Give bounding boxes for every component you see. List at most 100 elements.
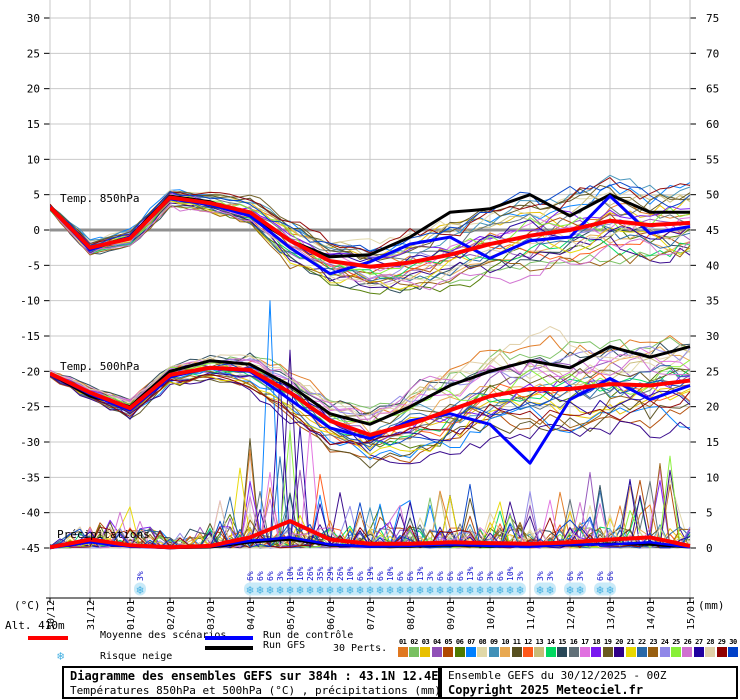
snowflake-icon: ❄	[406, 583, 413, 597]
pert-legend-cell: 21	[625, 638, 636, 657]
snowflake-icon: ❄	[476, 583, 483, 597]
snowflake-icon: ❄	[566, 583, 573, 597]
y-axis-label-left: -30	[20, 436, 40, 449]
pert-number: 18	[592, 638, 601, 646]
pert-number: 06	[455, 638, 464, 646]
pert-color-swatch	[648, 647, 659, 657]
pert-color-swatch	[728, 647, 739, 657]
y-axis-label-right: 10	[706, 471, 719, 484]
snow-percent-label: 29%	[326, 566, 335, 581]
pert-color-swatch	[466, 647, 477, 657]
snow-percent-label: 3%	[536, 571, 545, 581]
perturbation-legend: 01 02 03 04 05 06 07 08 09 10 11 12 13 14 15 16 17 18 19 20…	[397, 638, 739, 657]
pert-legend-cell: 29	[716, 638, 727, 657]
chart-canvas: ❄3%❄6%❄6%❄6%❄3%❄10%❄16%❄26%❄35%❄29%❄26%❄…	[5, 0, 725, 632]
pert-legend-cell: 09	[488, 638, 499, 657]
pert-color-swatch	[511, 647, 522, 657]
pert-color-swatch	[500, 647, 511, 657]
pert-color-swatch	[659, 647, 670, 657]
snow-band-halo	[244, 582, 526, 596]
gfs-legend-label: Run GFS	[263, 640, 306, 651]
pert-number: 17	[581, 638, 589, 646]
pert-color-swatch	[397, 647, 408, 657]
snowflake-icon: ❄	[326, 583, 333, 597]
snow-percent-label: 6%	[376, 571, 385, 581]
pert-legend-cell: 07	[465, 638, 477, 657]
snow-percent-label: 10%	[286, 566, 295, 581]
pert-legend-cell: 04	[431, 638, 442, 657]
pert-color-swatch	[568, 647, 579, 657]
mean-line-t850	[50, 195, 691, 269]
snow-percent-label: 10%	[506, 566, 515, 581]
pert-number: 12	[524, 638, 532, 646]
y-axis-label-left: -10	[20, 295, 40, 308]
date-label: 13/01	[606, 600, 617, 630]
pert-number: 28	[706, 638, 715, 646]
snowflake-icon: ❄	[516, 583, 523, 597]
snow-percent-label: 6%	[356, 571, 365, 581]
pert-legend-cell: 12	[522, 638, 533, 657]
snow-percent-label: 3%	[576, 571, 585, 581]
member-line-t500	[50, 372, 691, 444]
pert-color-swatch	[477, 647, 488, 657]
pert-legend-cell: 13	[534, 638, 545, 657]
snowflake-icon: ❄	[496, 583, 503, 597]
snow-percent-label: 13%	[416, 566, 425, 581]
snowflake-icon: ❄	[266, 583, 273, 597]
snow-percent-label: 3%	[546, 571, 555, 581]
snowflake-icon: ❄	[276, 583, 283, 597]
pert-color-swatch	[420, 647, 431, 657]
snowflake-icon: ❄	[356, 583, 363, 597]
y-axis-label-right: 15	[706, 436, 719, 449]
snow-risk-label: Risque neige	[100, 651, 173, 662]
pert-color-swatch	[614, 647, 625, 657]
pert-color-swatch	[716, 647, 727, 657]
pert-number: 08	[478, 638, 487, 646]
date-label: 31/12	[86, 600, 97, 630]
date-label: 02/01	[166, 600, 177, 630]
pert-number: 21	[626, 638, 635, 646]
ensemble-curves	[50, 174, 691, 550]
panel-label-t500: Temp. 500hPa	[60, 360, 139, 373]
date-label: 11/01	[526, 600, 537, 630]
snowflake-icon: ❄	[366, 583, 373, 597]
snowflake-icon: ❄	[536, 583, 543, 597]
snow-percent-label: 26%	[306, 566, 315, 581]
pert-legend-cell: 16	[568, 638, 579, 657]
snowflake-icon: ❄	[436, 583, 443, 597]
snowflake-icon: ❄	[486, 583, 493, 597]
y-axis-label-right: 30	[706, 330, 719, 343]
snow-percent-label: 3%	[426, 571, 435, 581]
pert-legend-cell: 05	[443, 638, 454, 657]
snow-percent-label: 3%	[516, 571, 525, 581]
pert-legend-cell: 18	[591, 638, 602, 657]
snow-percent-label: 6%	[266, 571, 275, 581]
y-axis-label-left: 10	[27, 153, 40, 166]
diagram-subtitle: Températures 850hPa et 500hPa (°C) , pré…	[70, 684, 441, 697]
pert-legend-cell: 02	[408, 638, 420, 657]
snowflake-icon: ❄	[316, 583, 323, 597]
snow-percent-label: 16%	[296, 566, 305, 581]
snow-percent-label: 6%	[606, 571, 615, 581]
snowflake-icon: ❄	[57, 649, 65, 663]
member-line-t500	[50, 374, 691, 469]
snow-band-halo	[564, 582, 586, 596]
y-axis-label-right: 70	[706, 47, 719, 60]
control-line-swatch	[205, 636, 253, 640]
snowflake-icon: ❄	[376, 583, 383, 597]
pert-number: 10	[501, 638, 509, 646]
pert-number: 26	[683, 638, 692, 646]
pert-color-swatch	[636, 647, 647, 657]
pert-color-swatch	[579, 647, 590, 657]
snowflake-icon: ❄	[246, 583, 253, 597]
y-axis-label-right: 75	[706, 12, 719, 25]
y-axis-label-right: 20	[706, 401, 719, 414]
right-axis-unit-label: (mm)	[698, 599, 725, 612]
y-axis-label-left: -45	[20, 542, 40, 555]
pert-legend-cell: 14	[545, 638, 556, 657]
date-label: 06/01	[326, 600, 337, 630]
pert-color-swatch	[534, 647, 545, 657]
snow-percent-label: 6%	[476, 571, 485, 581]
pert-legend-cell: 30	[727, 638, 739, 657]
snow-percent-label: 6%	[406, 571, 415, 581]
